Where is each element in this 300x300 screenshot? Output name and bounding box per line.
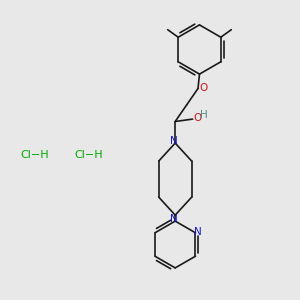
Text: Cl−H: Cl−H bbox=[20, 149, 49, 160]
Text: H: H bbox=[200, 110, 208, 120]
Text: O: O bbox=[199, 82, 208, 93]
Text: N: N bbox=[194, 227, 202, 237]
Text: O: O bbox=[194, 113, 202, 123]
Text: N: N bbox=[169, 214, 177, 224]
Text: Cl−H: Cl−H bbox=[74, 149, 103, 160]
Text: N: N bbox=[169, 136, 177, 146]
